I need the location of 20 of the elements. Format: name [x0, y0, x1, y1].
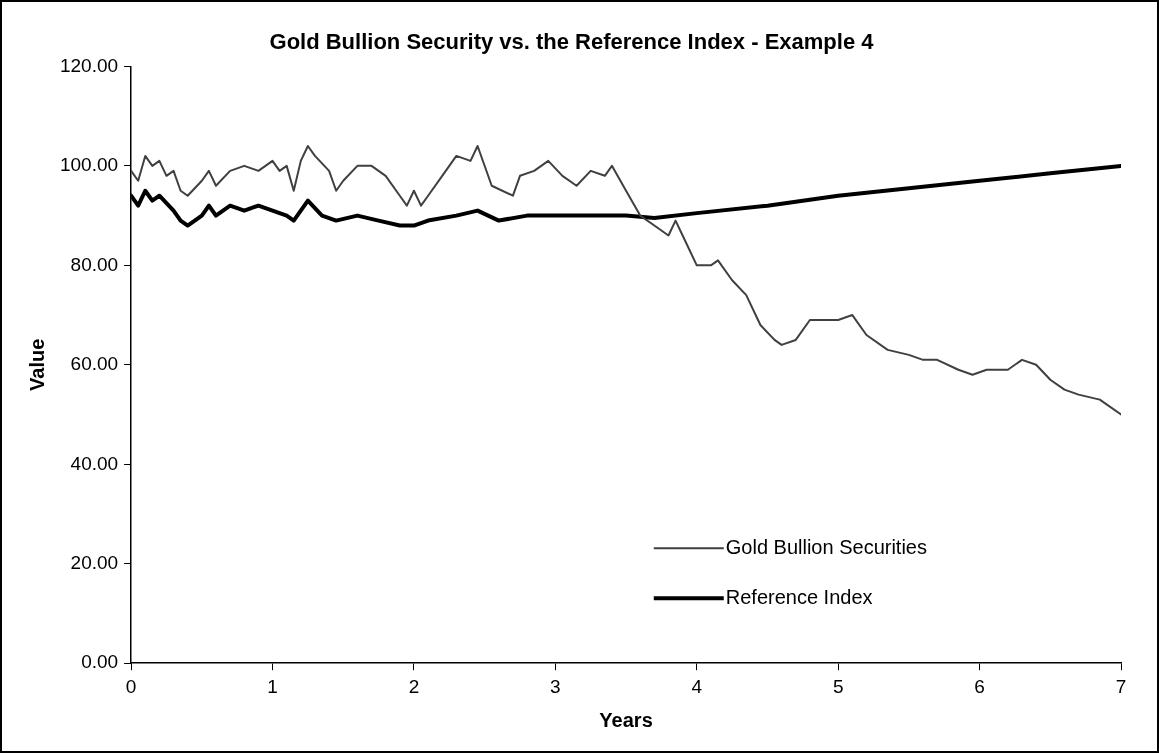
chart-title: Gold Bullion Security vs. the Reference Index - Example 4 [269, 29, 875, 55]
x-tick-label: 1 [267, 675, 278, 697]
x-tick-label: 4 [691, 675, 703, 697]
x-tick-label: 2 [408, 675, 420, 697]
y-tick-label: 40.00 [70, 452, 119, 474]
x-tick-label: 0 [125, 675, 137, 697]
x-tick-label: 5 [832, 675, 844, 697]
y-tick-label: 120.00 [59, 54, 119, 76]
legend-label: Gold Bullion Securities [725, 535, 927, 558]
legend-label: Reference Index [725, 585, 873, 608]
x-tick-label: 6 [974, 675, 985, 697]
y-tick-label: 60.00 [70, 353, 119, 375]
y-tick-label: 0.00 [81, 651, 119, 673]
x-axis-title: Years [599, 708, 653, 731]
x-tick-label: 7 [1115, 675, 1127, 697]
x-tick-label: 3 [550, 675, 561, 697]
y-tick-label: 100.00 [59, 154, 119, 176]
y-tick-label: 20.00 [70, 551, 119, 573]
y-axis-title: Value [25, 338, 48, 391]
y-tick-label: 80.00 [70, 253, 119, 275]
